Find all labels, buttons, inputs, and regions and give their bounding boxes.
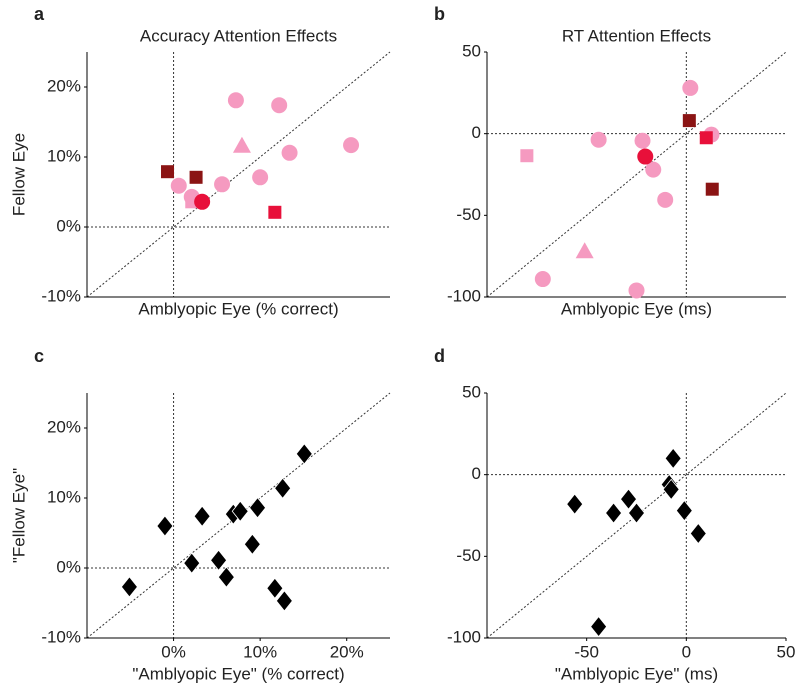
identity-line [486,51,787,298]
y-tick-label: 0% [56,216,81,235]
point [627,502,646,524]
y-tick-label: 50 [462,41,481,60]
y-tick-label: -100 [447,627,481,646]
point [271,97,288,114]
point [217,566,235,588]
point [120,576,138,598]
point [268,205,282,219]
panel-letter: b [434,4,445,24]
y-axis-label: Fellow Eye [9,133,28,216]
point [657,191,674,208]
point [252,169,269,186]
point [675,499,693,522]
y-tick-label: 50 [462,382,481,401]
point [227,92,244,109]
point [275,590,293,612]
point [161,165,175,179]
x-axis-label: Amblyopic Eye (% correct) [138,299,338,318]
y-tick-label: 0% [56,557,81,576]
point [590,131,607,148]
y-tick-label: 0 [472,123,481,142]
point [662,478,680,501]
x-tick-label: 0% [161,642,186,661]
point [620,488,638,510]
point [281,144,298,161]
identity-line [86,392,391,639]
point [699,131,713,145]
point [156,515,174,537]
point [689,522,707,545]
point [266,577,284,599]
panel-letter: d [434,346,445,366]
chart-title: Accuracy Attention Effects [140,26,337,45]
point [183,552,201,574]
panel-letter: a [34,4,45,24]
y-tick-label: -100 [447,286,481,305]
y-tick-label: 10% [47,487,81,506]
panel-letter: c [34,346,44,366]
y-tick-label: 20% [47,76,81,95]
point [210,549,228,571]
point [634,132,651,149]
point [605,502,623,524]
point [628,282,645,299]
point [682,79,699,96]
y-tick-label: 20% [47,417,81,436]
point [232,136,251,153]
point [214,176,231,193]
point [566,493,584,515]
point [170,177,187,194]
point [231,500,249,522]
y-tick-label: -50 [456,205,481,224]
point [664,447,682,469]
point [575,242,594,259]
point [295,443,313,465]
point [189,170,203,184]
point [243,533,261,555]
x-tick-label: -50 [574,642,599,661]
x-axis-label: Amblyopic Eye (ms) [561,299,712,318]
identity-line [86,51,391,298]
y-tick-label: 0 [472,464,481,483]
point [705,182,719,196]
y-tick-label: 10% [47,146,81,165]
point [637,148,654,165]
x-tick-label: 50 [777,642,796,661]
point [682,114,696,128]
y-axis-label: "Fellow Eye" [9,468,28,563]
y-tick-label: -10% [41,627,81,646]
y-tick-label: -50 [456,546,481,565]
x-axis-label: "Amblyopic Eye" (ms) [555,664,718,683]
chart-title: RT Attention Effects [562,26,711,45]
point [520,149,534,163]
y-tick-label: -10% [41,286,81,305]
point [645,161,662,178]
point [274,477,292,499]
x-tick-label: 10% [243,642,277,661]
point [343,137,360,154]
point [534,271,551,288]
x-axis-label: "Amblyopic Eye" (% correct) [132,664,344,683]
point [194,193,211,210]
point [249,497,267,519]
x-tick-label: 0 [682,642,691,661]
x-tick-label: 20% [330,642,364,661]
point [193,505,211,527]
point [590,615,608,638]
